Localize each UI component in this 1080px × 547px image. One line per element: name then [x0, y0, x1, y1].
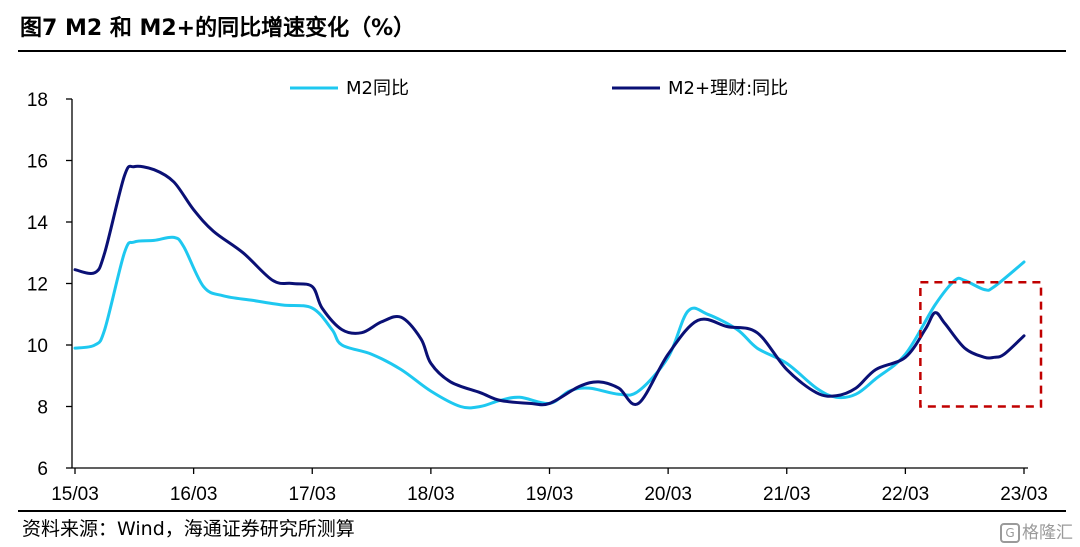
- y-tick-label: 18: [27, 90, 48, 111]
- highlight-dashed-box: [919, 281, 1043, 408]
- watermark-logo-icon: G: [1000, 523, 1020, 543]
- line-chart: 6 8 10 12 14 16 18 15/03 16/03 17/03 18/03 19/03 20…: [27, 78, 1048, 505]
- series-line-m2: [73, 235, 1026, 410]
- x-tick-label: 19/03: [526, 484, 574, 505]
- figure-title: 图7 M2 和 M2+的同比增速变化（%）: [20, 16, 416, 41]
- source-note: 资料来源：Wind，海通证券研究所测算: [22, 518, 355, 540]
- x-tick-label: 23/03: [1000, 484, 1048, 505]
- x-tick-label: 21/03: [763, 484, 811, 505]
- watermark: G 格隆汇: [1000, 518, 1073, 543]
- title-divider: [18, 50, 1066, 52]
- x-tick-label: 17/03: [288, 484, 336, 505]
- y-tick-label: 10: [27, 336, 48, 357]
- x-tick-label: 16/03: [170, 484, 218, 505]
- y-tick-label: 6: [37, 459, 48, 480]
- series-line-m2-plus-wealth: [73, 164, 1026, 407]
- legend-item-m2-label: M2同比: [346, 78, 409, 99]
- y-tick-label: 16: [27, 152, 48, 173]
- x-tick-label: 15/03: [51, 484, 99, 505]
- x-tick-label: 22/03: [882, 484, 930, 505]
- y-axis: 6 8 10 12 14 16 18: [27, 90, 73, 480]
- legend: M2同比 M2+理财:同比: [290, 78, 788, 99]
- legend-item-m2-plus-wealth-label: M2+理财:同比: [668, 78, 788, 99]
- x-tick-label: 18/03: [407, 484, 455, 505]
- x-axis: 15/03 16/03 17/03 18/03 19/03 20/03 21/03 22/03…: [51, 467, 1048, 505]
- y-tick-label: 14: [27, 213, 49, 234]
- y-tick-label: 12: [27, 275, 48, 296]
- figure-header: 图7 M2 和 M2+的同比增速变化（%）: [0, 0, 1080, 52]
- series-layer: [73, 164, 1026, 410]
- y-tick-label: 8: [37, 398, 48, 419]
- x-tick-label: 20/03: [644, 484, 692, 505]
- watermark-text: 格隆汇: [1022, 523, 1073, 543]
- source-divider: [18, 510, 1066, 512]
- highlight-layer: [919, 281, 1043, 408]
